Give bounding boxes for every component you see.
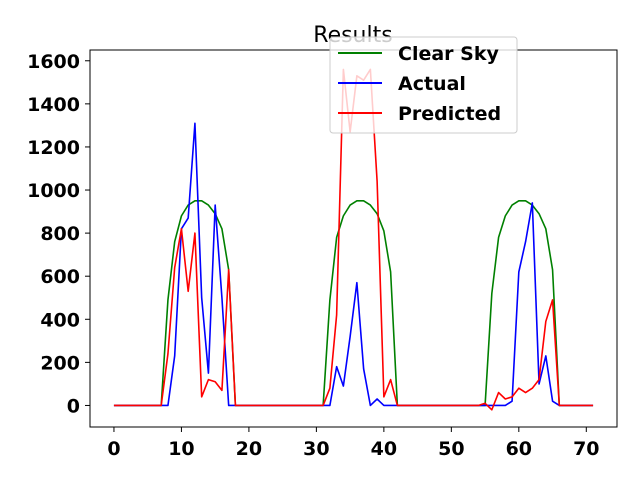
y-axis-ticks: 0 200 400 600 800 1000 1200 1400 1600 <box>27 51 90 417</box>
y-tick-label: 1200 <box>27 137 80 159</box>
legend-label-actual: Actual <box>398 73 466 95</box>
y-tick-label: 1400 <box>27 94 80 116</box>
x-tick-label: 0 <box>107 438 120 460</box>
legend: Clear Sky Actual Predicted <box>329 36 518 134</box>
x-tick-label: 50 <box>438 438 464 460</box>
y-tick-label: 1600 <box>27 51 80 73</box>
y-tick-label: 400 <box>40 309 80 331</box>
series-line-actual <box>113 122 594 407</box>
legend-label-clear-sky: Clear Sky <box>398 43 499 65</box>
x-tick-label: 20 <box>236 438 262 460</box>
x-tick-label: 30 <box>303 438 329 460</box>
legend-label-predicted: Predicted <box>398 103 501 125</box>
y-tick-label: 1000 <box>27 180 80 202</box>
x-axis-ticks: 0 10 20 30 40 50 60 70 <box>107 427 600 460</box>
x-tick-label: 10 <box>168 438 194 460</box>
legend-box <box>329 36 518 134</box>
y-tick-label: 200 <box>40 352 80 374</box>
y-tick-label: 800 <box>40 223 80 245</box>
x-tick-label: 40 <box>371 438 397 460</box>
y-tick-label: 0 <box>67 395 80 417</box>
series-line-clear-sky <box>113 200 594 407</box>
x-tick-label: 60 <box>506 438 532 460</box>
x-tick-label: 70 <box>573 438 599 460</box>
y-tick-label: 600 <box>40 266 80 288</box>
